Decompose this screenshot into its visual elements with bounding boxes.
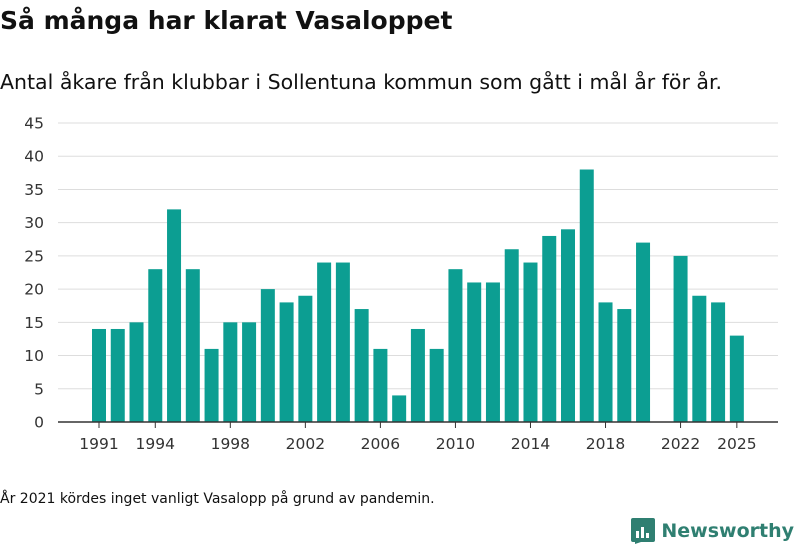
y-tick-label-30: 30 (24, 214, 44, 232)
bar-2006 (373, 348, 388, 422)
bar-1997 (204, 348, 219, 422)
y-tick-label-5: 5 (34, 380, 44, 398)
bar-1995 (167, 209, 182, 422)
bar-2007 (392, 395, 407, 422)
bar-2000 (260, 289, 275, 422)
bar-2025 (729, 335, 744, 422)
bar-2017 (579, 169, 594, 422)
bar-2005 (354, 309, 369, 422)
bar-2013 (504, 249, 519, 422)
bar-2010 (448, 269, 463, 422)
bar-2004 (335, 262, 350, 422)
bar-1992 (110, 328, 125, 422)
bar-1993 (129, 322, 144, 422)
bar-2011 (467, 282, 482, 422)
bar-1996 (185, 269, 200, 422)
x-tick-label-1998: 1998 (211, 435, 250, 453)
bar-1998 (223, 322, 238, 422)
bar-2012 (485, 282, 500, 422)
x-tick-label-2018: 2018 (586, 435, 625, 453)
bar-2016 (561, 229, 575, 422)
x-tick-label-2014: 2014 (511, 435, 550, 453)
x-tick-label-2025: 2025 (717, 435, 756, 453)
newsworthy-logo-icon (631, 518, 656, 544)
bar-1991 (92, 328, 106, 422)
bar-2003 (317, 262, 332, 422)
y-tick-label-25: 25 (24, 247, 44, 265)
brand-name: Newsworthy (661, 520, 794, 542)
bar-1999 (242, 322, 257, 422)
bar-2001 (279, 302, 294, 422)
y-tick-label-40: 40 (24, 148, 44, 166)
bar-2024 (711, 302, 726, 422)
x-tick-label-2002: 2002 (286, 435, 325, 453)
bar-2020 (636, 242, 651, 422)
x-tick-label-1991: 1991 (79, 435, 118, 453)
bar-2002 (298, 295, 313, 422)
bar-2015 (542, 235, 557, 422)
y-tick-label-35: 35 (24, 181, 44, 199)
y-tick-label-0: 0 (34, 414, 44, 432)
y-tick-label-10: 10 (24, 347, 44, 365)
bar-2018 (598, 302, 613, 422)
bar-2009 (429, 348, 444, 422)
chart-title: Så många har klarat Vasaloppet (0, 6, 453, 35)
x-tick-label-2006: 2006 (361, 435, 400, 453)
x-tick-label-2010: 2010 (436, 435, 475, 453)
bar-2008 (410, 328, 425, 422)
bar-2019 (617, 309, 632, 422)
bar-2023 (692, 295, 707, 422)
y-tick-label-15: 15 (24, 314, 44, 332)
y-tick-label-45: 45 (24, 115, 44, 133)
bar-1994 (148, 269, 163, 422)
x-tick-label-2022: 2022 (661, 435, 700, 453)
y-tick-label-20: 20 (24, 281, 44, 299)
newsworthy-brand[interactable]: Newsworthy (631, 518, 794, 544)
bar-2014 (523, 262, 538, 422)
x-tick-label-1994: 1994 (136, 435, 175, 453)
footnote: År 2021 kördes inget vanligt Vasalopp på… (0, 491, 435, 507)
chart-subtitle: Antal åkare från klubbar i Sollentuna ko… (0, 70, 723, 94)
bar-2022 (673, 255, 688, 422)
